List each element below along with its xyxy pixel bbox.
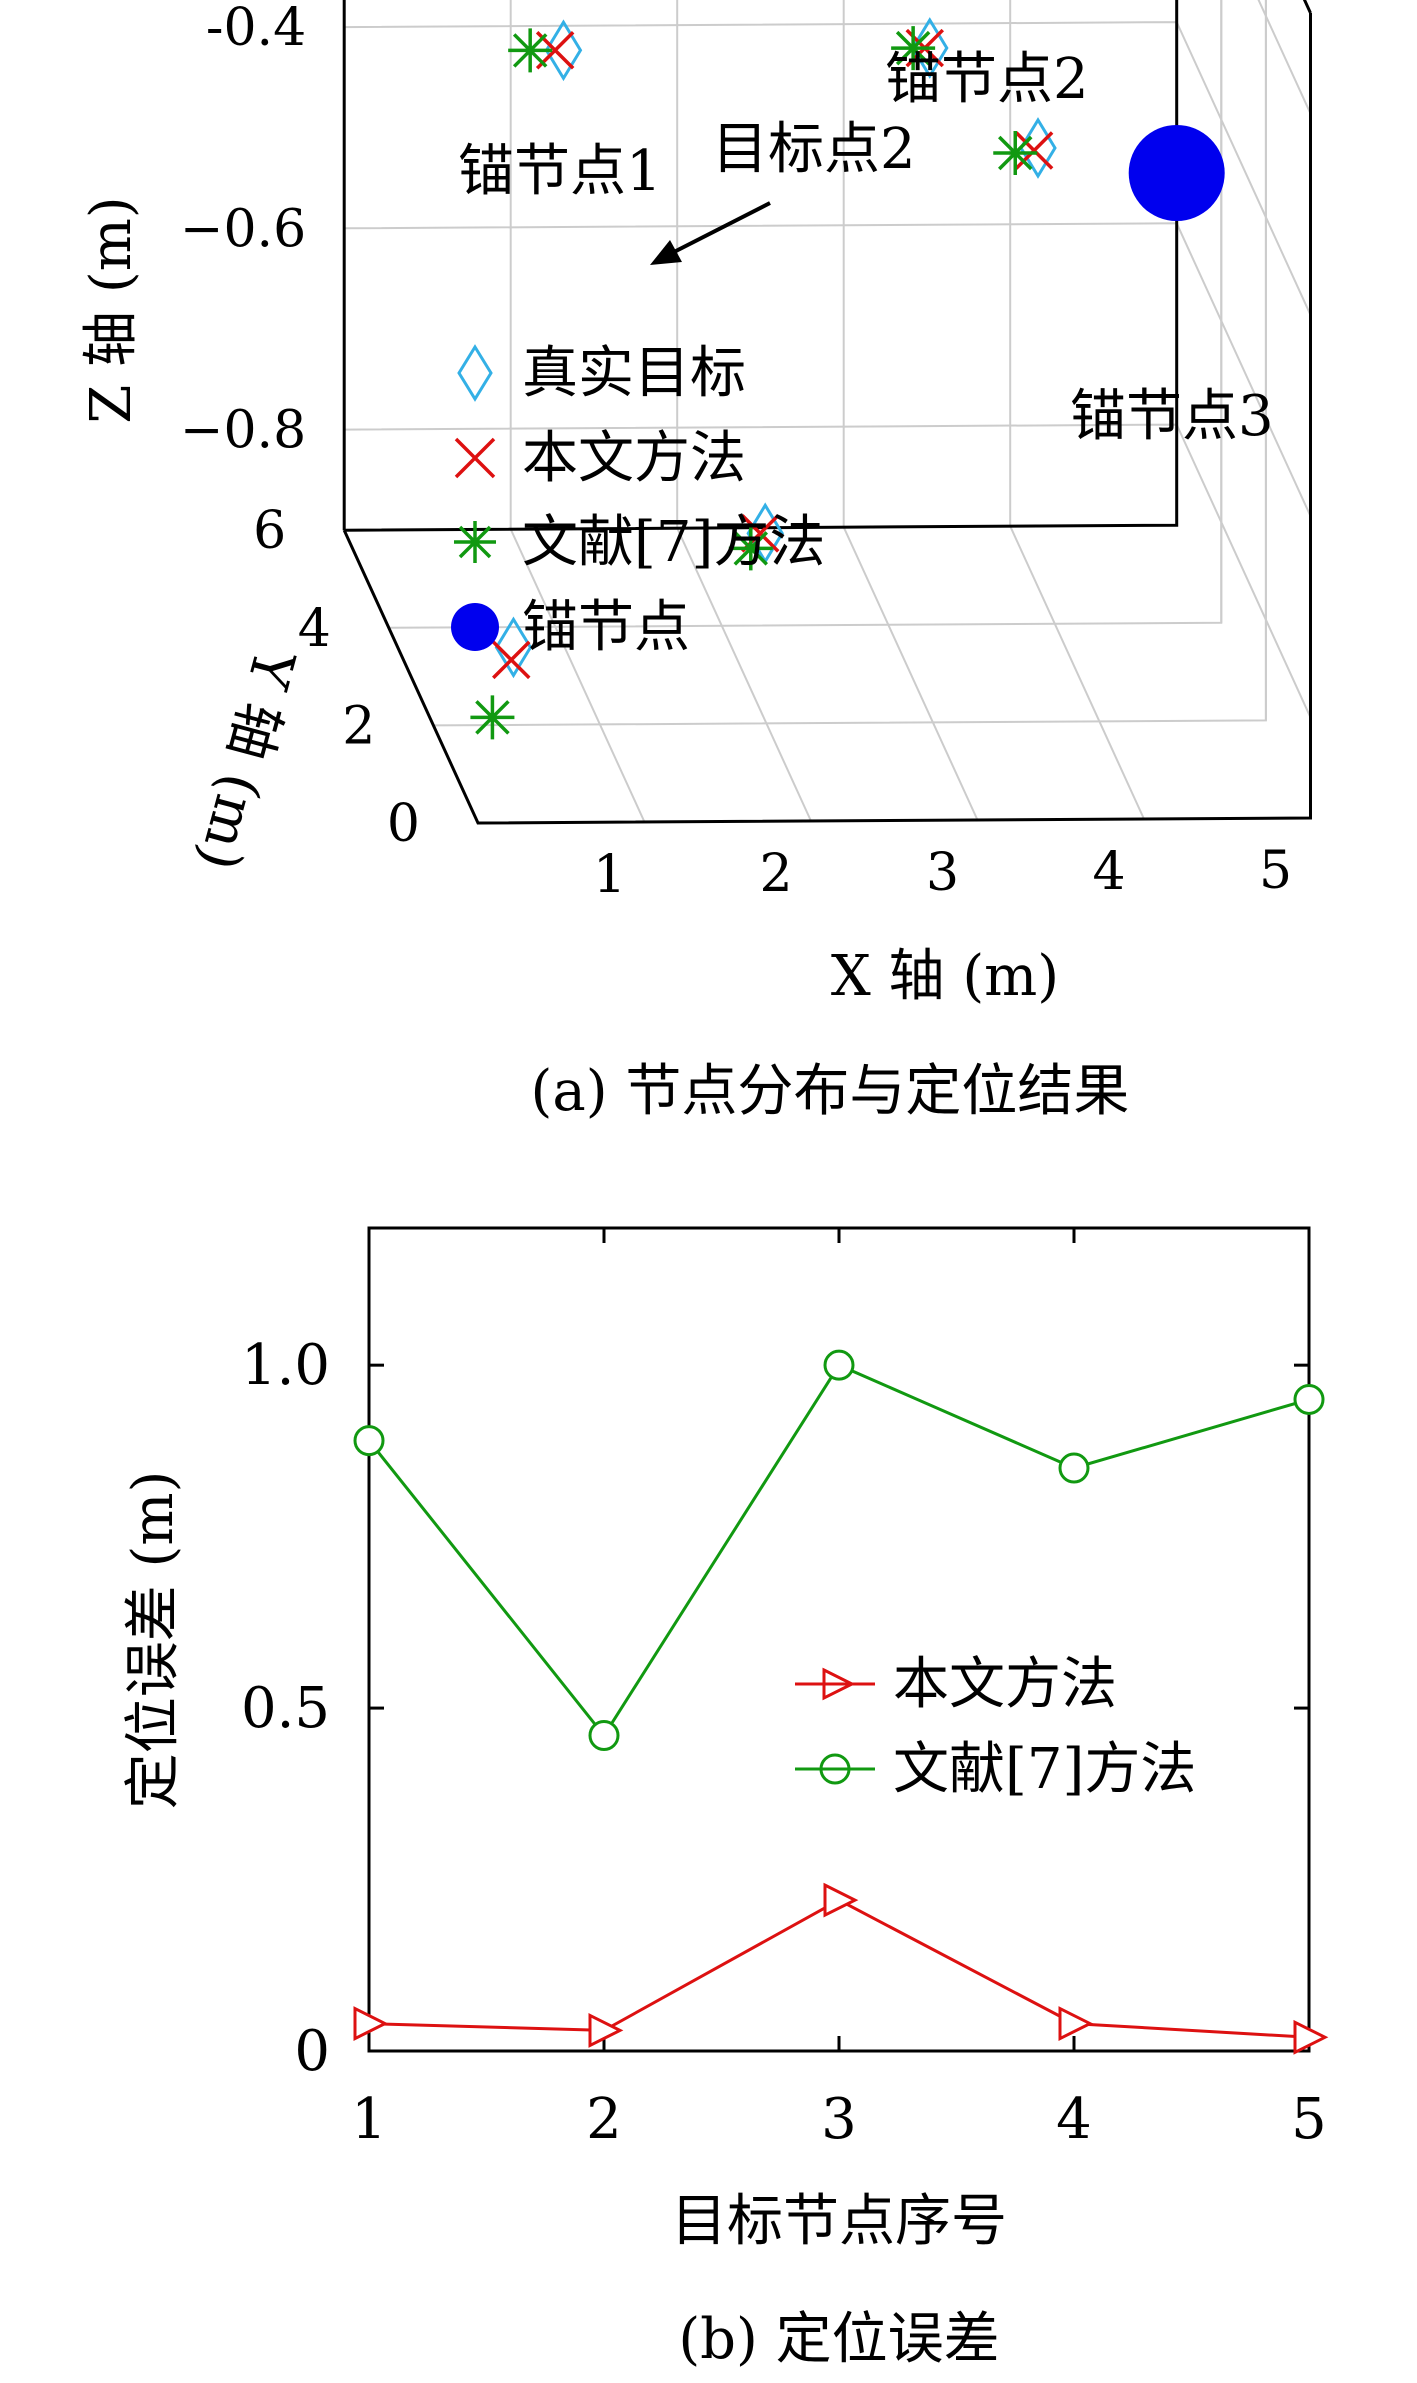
point-this-method (1293, 2019, 1329, 2055)
chart-a-ylabel: Y 轴 (m) (185, 642, 306, 877)
point-ref-method (508, 28, 553, 73)
frame-back-edges (342, 0, 1312, 531)
y-tick-label: 1.0 (241, 1333, 330, 1398)
point-true-target (544, 19, 583, 82)
grid-line-wall-z (1257, 0, 1312, 115)
point-this-method (823, 1882, 859, 1918)
x-tick-label: 2 (759, 844, 792, 904)
legend-label-ref-method: 文献[7]方法 (522, 510, 825, 575)
legend-marker-x (454, 437, 496, 479)
chart-a-zlabel: Z 轴 (m) (79, 196, 144, 423)
legend-b-label-this-method: 本文方法 (893, 1652, 1117, 1717)
chart-b-ticks: 1 2 3 4 5 0 0.5 1.0 (241, 1228, 1327, 2152)
chart-a-xlabel: X 轴 (m) (831, 944, 1059, 1009)
point-true-target (494, 616, 533, 679)
anchor-label-2: 锚节点2 (885, 47, 1089, 112)
y-tick-label: 4 (298, 599, 331, 659)
legend-label-this-method: 本文方法 (522, 426, 746, 491)
point-this-method (1014, 131, 1054, 170)
point-ref-method (993, 131, 1038, 176)
point-ref-method (1058, 1452, 1090, 1484)
x-tick-label: 3 (926, 843, 959, 903)
point-ref-method (1293, 1383, 1325, 1415)
series-line-this-method (368, 1898, 1310, 2039)
y-tick-label: 0 (387, 794, 420, 854)
legend-marker-diamond (457, 344, 493, 402)
chart-b-ylabel: 定位误差 (m) (121, 1471, 186, 1810)
chart-b-series (353, 1349, 1329, 2055)
point-anchor (1128, 125, 1225, 222)
y-tick-label: 6 (253, 501, 286, 561)
point-ref-method (588, 1720, 620, 1752)
target2-annotation-arrowhead (650, 240, 682, 265)
chart-b-xlabel: 目标节点序号 (671, 2189, 1007, 2254)
point-true-target (911, 17, 949, 79)
point-this-method (353, 2006, 389, 2041)
point-this-method (588, 2013, 624, 2048)
legend-marker-triangle (822, 1667, 856, 1701)
target2-annotation: 目标点2 (650, 117, 916, 265)
x-tick-label: 5 (1259, 841, 1292, 901)
legend-marker-circle (451, 603, 499, 651)
x-tick-label: 2 (586, 2087, 622, 2152)
point-ref-method (470, 695, 515, 740)
chart-line: 1 2 3 4 5 0 0.5 1.0 本文方法 文献[7]方法 目标节点序号 定位误差 (m… (121, 1226, 1329, 2372)
frame-corner-edge (344, 0, 1179, 532)
z-tick-label: -0.4 (206, 0, 306, 58)
point-ref-method (823, 1349, 855, 1381)
z-tick-label: −0.6 (180, 199, 306, 259)
legend-label-true-target: 真实目标 (522, 341, 746, 406)
z-tick-label: −0.8 (180, 401, 306, 461)
chart-b-legend: 本文方法 文献[7]方法 (795, 1652, 1196, 1802)
anchor-label-1: 锚节点1 (458, 139, 662, 204)
target2-annotation-text: 目标点2 (712, 117, 916, 182)
chart-a-frame (342, 0, 1312, 825)
point-ref-method (891, 26, 936, 71)
point-true-target (1019, 117, 1057, 179)
x-tick-label: 1 (593, 845, 626, 905)
y-tick-label: 0 (294, 2019, 330, 2084)
chart-a-legend: 真实目标 本文方法 文献[7]方法 锚节点 (451, 341, 825, 660)
grid-line-wall-z (344, 423, 1312, 718)
target2-annotation-arrow (671, 201, 771, 255)
chart-a-caption: (a) 节点分布与定位结果 (531, 1059, 1130, 1124)
chart-b-caption: (b) 定位误差 (678, 2307, 999, 2372)
legend-marker-circle-b (819, 1753, 851, 1785)
legend-b-label-ref-method: 文献[7]方法 (893, 1737, 1196, 1802)
x-tick-label: 4 (1092, 842, 1125, 902)
legend-label-anchor: 锚节点 (522, 595, 690, 660)
y-tick-label: 2 (342, 696, 375, 756)
x-tick-label: 5 (1291, 2087, 1327, 2152)
point-this-method (1058, 2006, 1094, 2041)
anchor-label-3: 锚节点3 (1070, 384, 1274, 449)
grid-line-floor-x (509, 0, 646, 823)
x-tick-label: 4 (1056, 2087, 1092, 2152)
frame-floor-edges (342, 13, 1312, 825)
legend-marker-asterisk (454, 521, 496, 563)
point-ref-method (728, 526, 773, 571)
x-tick-label: 3 (821, 2087, 857, 2152)
point-ref-method (353, 1425, 385, 1457)
y-tick-label: 0.5 (241, 1676, 330, 1741)
x-tick-label: 1 (351, 2087, 387, 2152)
point-this-method (492, 640, 531, 680)
chart-a-marks (470, 17, 1225, 740)
series-line-ref-method (367, 1363, 1310, 1739)
